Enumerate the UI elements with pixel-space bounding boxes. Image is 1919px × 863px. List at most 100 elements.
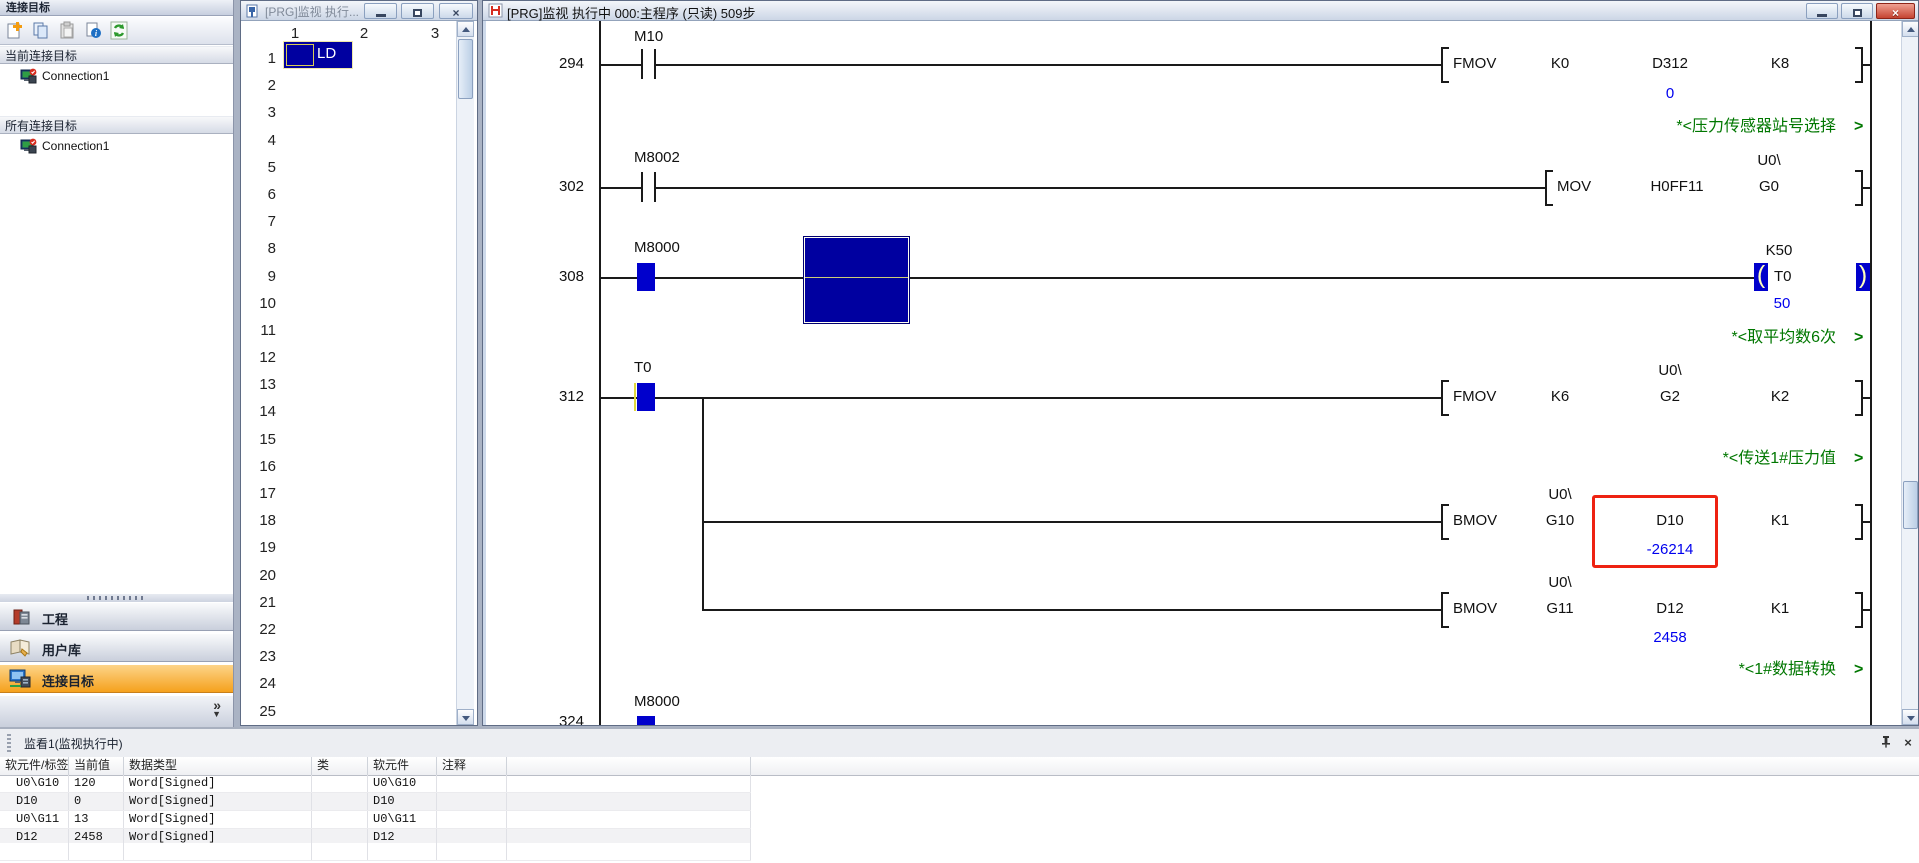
scroll-down-button[interactable]	[457, 709, 474, 725]
auto-hide-pin-icon[interactable]	[1880, 735, 1896, 751]
instruction-operand[interactable]: K8	[1770, 55, 1790, 72]
column-header[interactable]: 软元件	[368, 757, 437, 775]
instruction-operand[interactable]: K1	[1770, 512, 1790, 529]
instruction-operand[interactable]: G2	[1659, 388, 1681, 405]
nav-dropdown-icon[interactable]: ▼	[212, 709, 221, 719]
instruction-operand[interactable]: K2	[1770, 388, 1790, 405]
instruction-operand[interactable]: G0	[1758, 178, 1780, 195]
watch-cell-data-type[interactable]: Word[Signed]	[124, 829, 312, 846]
instruction-operand[interactable]: K6	[1550, 388, 1570, 405]
main-minimize-button[interactable]	[1806, 3, 1838, 19]
watch-row[interactable]: D10 0 Word[Signed] D10	[0, 793, 751, 811]
instruction-right-bracket	[1855, 592, 1863, 628]
watch-cell-device-label[interactable]: U0\G11	[0, 811, 69, 828]
column-header[interactable]: 软元件/标签	[0, 757, 69, 775]
properties-icon[interactable]: i	[82, 20, 104, 41]
contact-device-label: M8000	[634, 239, 680, 256]
watch-cell-class[interactable]	[312, 811, 368, 828]
nav-button-project[interactable]: 工程	[0, 602, 233, 631]
watch-cell-device[interactable]: D10	[368, 793, 437, 810]
connection-item-current[interactable]: Connection1	[0, 66, 233, 88]
watch-cell-current-value[interactable]: 120	[69, 775, 124, 792]
watch-row[interactable]: U0\G11 13 Word[Signed] U0\G11	[0, 811, 751, 829]
instruction-mnemonic[interactable]: BMOV	[1453, 512, 1498, 529]
watch-empty-row[interactable]	[0, 843, 751, 861]
watch-cell-device-label[interactable]: D10	[0, 793, 69, 810]
refresh-icon[interactable]	[108, 20, 130, 41]
mini-vertical-scrollbar[interactable]	[456, 21, 474, 725]
scroll-up-button[interactable]	[457, 21, 474, 37]
mini-restore-button[interactable]	[401, 3, 434, 19]
watch-close-icon[interactable]: ×	[1904, 735, 1912, 750]
energized-contact[interactable]	[637, 383, 655, 411]
watch-cell-data-type[interactable]: Word[Signed]	[124, 775, 312, 792]
watch-cell-current-value[interactable]: 13	[69, 811, 124, 828]
energized-contact[interactable]	[637, 716, 655, 725]
instruction-operand[interactable]: D10	[1656, 512, 1684, 529]
watch-cell-comment[interactable]	[437, 775, 507, 792]
column-header[interactable]: 当前值	[69, 757, 124, 775]
scroll-up-button[interactable]	[1902, 21, 1918, 37]
watch-cell-class[interactable]	[312, 829, 368, 846]
nav-button-connection-target[interactable]: 连接目标	[0, 664, 233, 693]
nav-overflow-chevron-icon[interactable]: »	[213, 697, 221, 713]
watch-cell-data-type[interactable]: Word[Signed]	[124, 793, 312, 810]
main-window-titlebar[interactable]: [PRG]监视 执行中 000:主程序 (只读) 509步 ×	[483, 1, 1918, 21]
watch-cell-device[interactable]: U0\G11	[368, 811, 437, 828]
mini-window-titlebar[interactable]: [PRG]监视 执行... ×	[241, 1, 477, 21]
instruction-mnemonic[interactable]: FMOV	[1453, 388, 1497, 405]
operand-prefix: U0\	[1548, 574, 1572, 591]
scrollbar-thumb[interactable]	[1903, 481, 1918, 529]
mini-close-button[interactable]: ×	[439, 3, 473, 20]
energized-coil-left-icon[interactable]	[1754, 263, 1768, 291]
watch-cell-comment[interactable]	[437, 811, 507, 828]
instruction-operand[interactable]: G11	[1546, 600, 1574, 617]
paste-icon[interactable]	[56, 20, 78, 41]
step-number: 312	[558, 388, 584, 405]
watch-cell-comment[interactable]	[437, 793, 507, 810]
instruction-operand[interactable]: D312	[1652, 55, 1688, 72]
nav-button-user-library[interactable]: 用户库	[0, 633, 233, 662]
ladder-selected-cell[interactable]	[804, 237, 909, 323]
panel-splitter[interactable]	[0, 594, 233, 602]
column-header[interactable]: 数据类型	[124, 757, 312, 775]
watch-row[interactable]: D12 2458 Word[Signed] D12	[0, 829, 751, 847]
watch-cell-class[interactable]	[312, 775, 368, 792]
main-vertical-scrollbar[interactable]	[1901, 21, 1918, 725]
copy-icon[interactable]	[30, 20, 52, 41]
instruction-operand[interactable]: H0FF11	[1650, 178, 1704, 195]
main-close-button[interactable]: ×	[1876, 3, 1915, 20]
rung-comment: *<压力传感器站号选择	[1676, 118, 1836, 135]
instruction-mnemonic[interactable]: FMOV	[1453, 55, 1497, 72]
instruction-mnemonic[interactable]: MOV	[1557, 178, 1592, 195]
drag-handle-icon[interactable]	[7, 734, 11, 752]
column-header[interactable]: 注释	[437, 757, 507, 775]
open-contact[interactable]	[641, 172, 643, 202]
watch-cell-comment[interactable]	[437, 829, 507, 846]
instruction-operand[interactable]: G10	[1545, 512, 1575, 529]
watch-cell-current-value[interactable]: 0	[69, 793, 124, 810]
energized-contact[interactable]	[637, 263, 655, 291]
scroll-down-button[interactable]	[1902, 709, 1918, 725]
watch-cell-data-type[interactable]: Word[Signed]	[124, 811, 312, 828]
watch-cell-device[interactable]: U0\G10	[368, 775, 437, 792]
mini-minimize-button[interactable]	[364, 3, 397, 19]
main-restore-button[interactable]	[1841, 3, 1873, 19]
watch-row[interactable]: U0\G10 120 Word[Signed] U0\G10	[0, 775, 751, 793]
instruction-operand[interactable]: K0	[1550, 55, 1570, 72]
watch-cell-current-value[interactable]: 2458	[69, 829, 124, 846]
instruction-operand[interactable]: D12	[1656, 600, 1684, 617]
watch-cell-device[interactable]: D12	[368, 829, 437, 846]
instruction-operand[interactable]: K1	[1770, 600, 1790, 617]
open-contact[interactable]	[641, 49, 643, 79]
instruction-mnemonic[interactable]: BMOV	[1453, 600, 1498, 617]
watch-cell-device-label[interactable]: D12	[0, 829, 69, 846]
mini-selected-cell[interactable]: LD	[283, 41, 353, 69]
scrollbar-thumb[interactable]	[458, 39, 473, 99]
watch-cell-class[interactable]	[312, 793, 368, 810]
new-connection-icon[interactable]	[4, 20, 26, 41]
connection-item-all[interactable]: Connection1	[0, 136, 233, 158]
column-header[interactable]: 类	[312, 757, 368, 775]
watch-cell-device-label[interactable]: U0\G10	[0, 775, 69, 792]
scroll-down-arrow-icon	[462, 716, 470, 721]
